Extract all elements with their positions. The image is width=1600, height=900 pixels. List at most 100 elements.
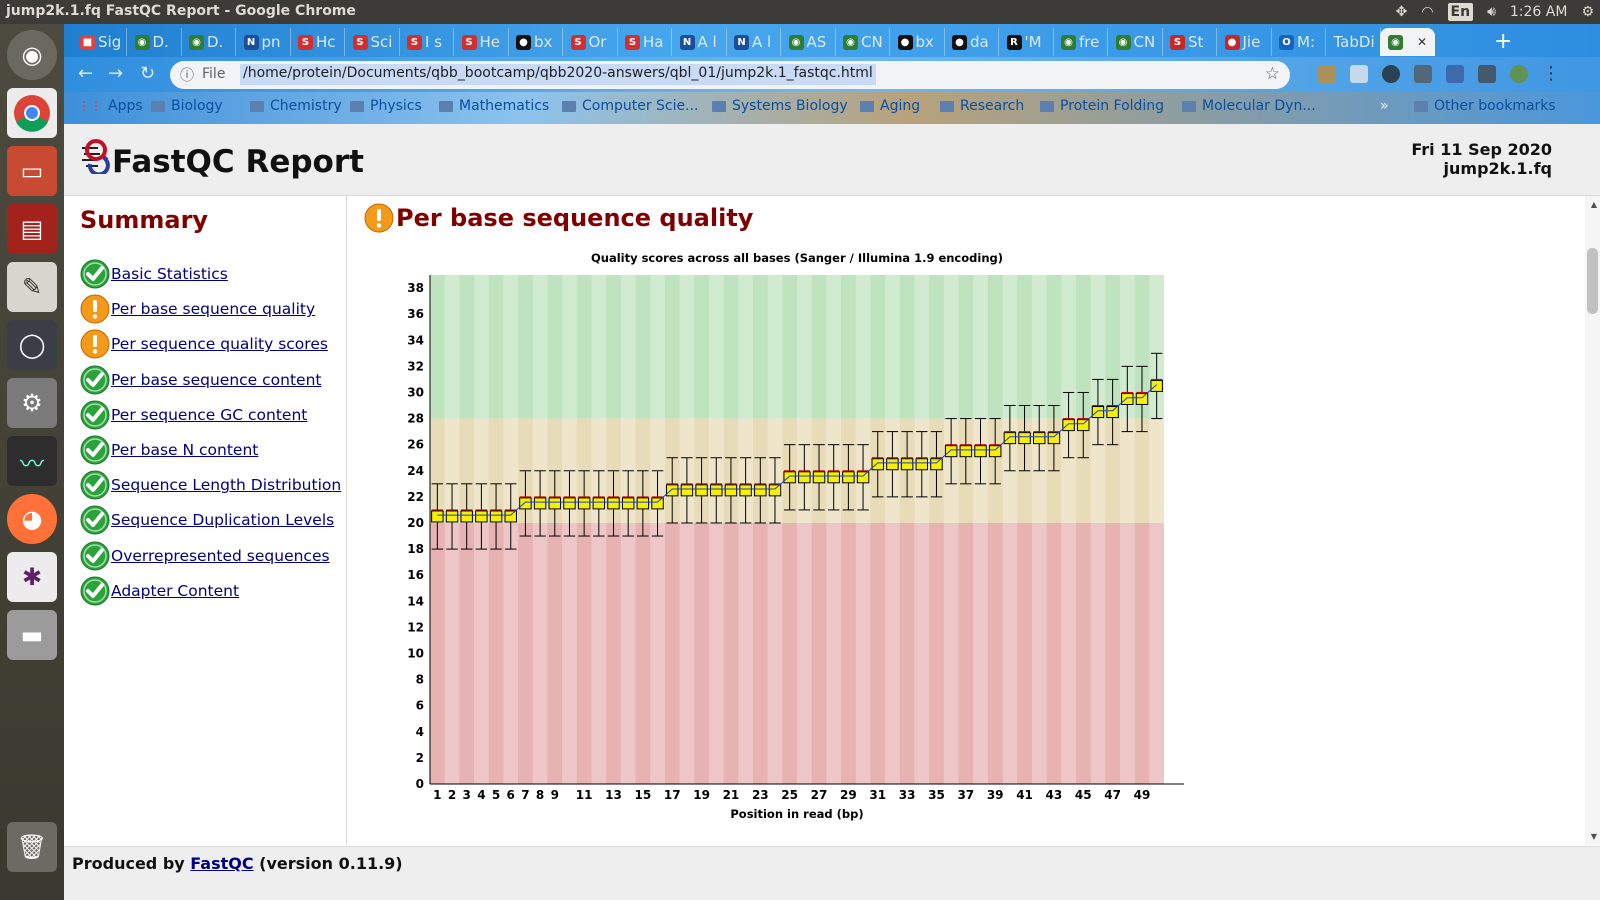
scroll-up-arrow-icon[interactable]: ▲ (1590, 200, 1597, 209)
tab[interactable]: S Hc (290, 28, 345, 56)
page-scrollbar[interactable]: ▲ ▼ (1585, 196, 1600, 845)
summary-item[interactable]: Overrepresented sequences (80, 540, 330, 572)
other-bookmarks[interactable]: Other bookmarks (1414, 98, 1556, 114)
extensions-puzzle-icon[interactable] (1478, 65, 1496, 83)
ubuntu-dash-icon[interactable]: ◉ (7, 30, 57, 80)
tab[interactable]: ● bx (890, 28, 945, 56)
tab[interactable]: ● Jie (1217, 28, 1272, 56)
menu-kebab-icon[interactable]: ⋮ (1542, 63, 1560, 84)
clock[interactable]: 1:26 AM (1509, 4, 1568, 20)
files-launcher-icon[interactable]: ▭ (7, 146, 57, 196)
bookmark-item[interactable]: Physics (350, 98, 422, 114)
extension-grid-icon[interactable] (1414, 65, 1432, 83)
summary-item[interactable]: Per sequence quality scores (80, 328, 328, 360)
tab[interactable]: ● bx (508, 28, 563, 56)
dropbox-icon[interactable]: ✥ (1395, 4, 1408, 20)
system-monitor-launcher-icon[interactable]: 〰 (7, 436, 57, 486)
summary-link[interactable]: Overrepresented sequences (111, 546, 330, 565)
profile-avatar-icon[interactable] (1510, 65, 1528, 83)
chrome-launcher-icon[interactable] (7, 88, 57, 138)
bookmarks-overflow-chevron[interactable]: » (1380, 98, 1389, 114)
terminal-manager-launcher-icon[interactable]: ▤ (7, 204, 57, 254)
tab[interactable]: S He (454, 28, 509, 56)
summary-link[interactable]: Adapter Content (111, 581, 240, 600)
extension-circle-icon[interactable] (1382, 65, 1400, 83)
summary-item[interactable]: Per sequence GC content (80, 399, 307, 431)
summary-item[interactable]: Sequence Duplication Levels (80, 504, 334, 536)
settings-launcher-icon[interactable]: ⚙ (7, 378, 57, 428)
facebook-extension-icon[interactable] (1446, 65, 1464, 83)
extension-icon[interactable] (1318, 65, 1336, 83)
scrollbar-thumb[interactable] (1587, 248, 1598, 314)
bookmark-item[interactable]: Protein Folding (1040, 98, 1164, 114)
tab[interactable]: S St (1162, 28, 1217, 56)
url-text[interactable]: /home/protein/Documents/qbb_bootcamp/qbb… (240, 64, 876, 85)
extension-page-icon[interactable] (1350, 65, 1368, 83)
address-bar[interactable]: ⓘ File /home/protein/Documents/qbb_bootc… (170, 61, 1290, 89)
magnifier-launcher-icon[interactable]: ◯ (7, 320, 57, 370)
reload-icon[interactable]: ↻ (140, 63, 156, 84)
tab[interactable]: ◉ AS (781, 28, 836, 56)
bookmark-item[interactable]: ⋮⋮ Apps (78, 98, 143, 114)
summary-link[interactable]: Per sequence GC content (111, 405, 308, 424)
tab[interactable]: ◉ CN (1108, 28, 1163, 56)
bookmark-item[interactable]: Systems Biology (712, 98, 848, 114)
tab-active[interactable]: ◉ ✕ (1380, 28, 1435, 56)
scroll-down-arrow-icon[interactable]: ▼ (1590, 832, 1597, 841)
keyboard-layout-indicator[interactable]: En (1447, 3, 1474, 21)
summary-link[interactable]: Sequence Duplication Levels (111, 511, 335, 530)
trash-launcher-icon[interactable]: 🗑︎ (7, 822, 57, 872)
summary-item[interactable]: Per base sequence content (80, 364, 321, 396)
disk-launcher-icon[interactable]: ▬ (7, 610, 57, 660)
tab[interactable]: ◉ CN (835, 28, 890, 56)
summary-link[interactable]: Per base N content (111, 441, 259, 459)
slack-launcher-icon[interactable]: ✱ (7, 552, 57, 602)
power-gear-icon[interactable]: ⚙ (1581, 4, 1594, 20)
close-tab-icon[interactable]: ✕ (1417, 35, 1428, 49)
wifi-icon[interactable]: ◠ (1421, 4, 1434, 20)
bookmark-item[interactable]: Computer Scie... (562, 98, 698, 114)
report-date: Fri 11 Sep 2020 (1411, 140, 1552, 159)
summary-link[interactable]: Per base sequence content (111, 370, 322, 389)
summary-link[interactable]: Basic Statistics (111, 265, 228, 283)
tab[interactable]: S Ha (617, 28, 672, 56)
summary-link[interactable]: Sequence Length Distribution (111, 476, 342, 495)
tab[interactable]: ■ Sig (72, 28, 127, 56)
folder-icon (151, 100, 165, 112)
summary-link[interactable]: Per sequence quality scores (111, 335, 328, 354)
firefox-launcher-icon[interactable]: ◕ (7, 494, 57, 544)
bookmark-item[interactable]: Chemistry (250, 98, 342, 114)
tab[interactable]: S Or (563, 28, 618, 56)
tab[interactable]: S Sci (345, 28, 400, 56)
summary-item[interactable]: Basic Statistics (80, 258, 228, 290)
back-arrow-icon[interactable]: ← (78, 63, 94, 84)
new-tab-button[interactable]: + (1494, 29, 1513, 54)
forward-arrow-icon[interactable]: → (108, 63, 124, 84)
summary-item[interactable]: Per base N content (80, 434, 258, 466)
bookmark-item[interactable]: Biology (151, 98, 223, 114)
bookmark-item[interactable]: Research (940, 98, 1024, 114)
fastqc-link[interactable]: FastQC (190, 854, 254, 873)
summary-item[interactable]: Per base sequence quality (80, 293, 315, 325)
summary-item[interactable]: Adapter Content (80, 575, 239, 607)
volume-icon[interactable]: 🔊︎ (1487, 4, 1496, 20)
tab[interactable]: ◉ D. (181, 28, 236, 56)
summary-item[interactable]: Sequence Length Distribution (80, 469, 341, 501)
tab[interactable]: ● da (944, 28, 999, 56)
tab[interactable]: ◉ fre (1053, 28, 1108, 56)
tab[interactable]: ◉ D. (127, 28, 182, 56)
text-editor-launcher-icon[interactable]: ✎ (7, 262, 57, 312)
summary-link[interactable]: Per base sequence quality (111, 300, 316, 319)
tab[interactable]: R 'M (999, 28, 1054, 56)
site-info-icon[interactable]: ⓘ (180, 68, 194, 84)
bookmark-item[interactable]: Aging (860, 98, 920, 114)
bookmark-item[interactable]: Mathematics (439, 98, 549, 114)
tab[interactable]: TabDi (1326, 28, 1381, 56)
bookmark-star-icon[interactable]: ☆ (1264, 64, 1280, 84)
tab[interactable]: O M: (1271, 28, 1326, 56)
bookmark-item[interactable]: Molecular Dyn... (1182, 98, 1316, 114)
